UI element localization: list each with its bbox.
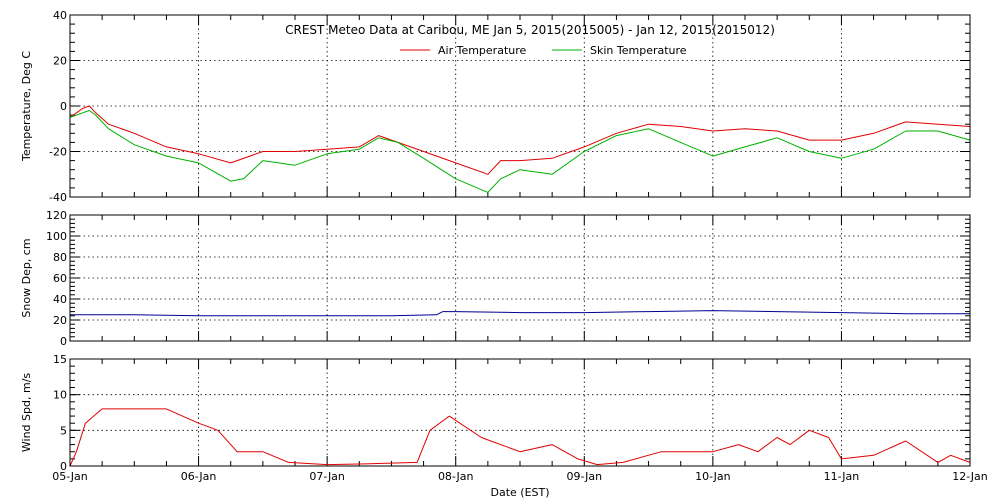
- temperature-deg-c-series-skin-temperature: [69, 110, 971, 193]
- x-tick-label-08-jan: 08-Jan: [438, 470, 474, 483]
- x-tick-label-07-jan: 07-Jan: [309, 470, 345, 483]
- snow-dep-cm-y-tick-label: 20: [53, 314, 67, 327]
- temperature-deg-c-y-tick-label: 0: [60, 100, 67, 113]
- snow-dep-cm-y-tick-label: 80: [53, 251, 67, 264]
- x-axis-label: Date (EST): [490, 486, 549, 499]
- legend: Air Temperature Skin Temperature: [400, 44, 687, 57]
- x-tick-label-05-jan: 05-Jan: [52, 470, 88, 483]
- snow-dep-cm-y-tick-label: 40: [53, 293, 67, 306]
- wind-spd-m-s-y-tick-label: 15: [53, 353, 67, 366]
- temperature-deg-c-panel-frame: [69, 14, 971, 198]
- temperature-deg-c-y-tick-label: 40: [53, 9, 67, 22]
- wind-spd-m-s-series-wind-speed: [69, 408, 971, 467]
- wind-spd-m-s-y-axis-label: Wind Spd, m/s: [20, 373, 33, 453]
- temperature-deg-c-y-tick-label: -20: [49, 146, 67, 159]
- legend-label-air: Air Temperature: [438, 44, 527, 57]
- temperature-deg-c-y-tick-label: -40: [49, 191, 67, 204]
- wind-spd-m-s-panel-frame: [69, 358, 971, 467]
- legend-label-skin: Skin Temperature: [590, 44, 687, 57]
- x-tick-label-10-jan: 10-Jan: [695, 470, 731, 483]
- snow-dep-cm-series-snow-depth: [70, 310, 970, 317]
- snow-dep-cm-y-tick-label: 60: [53, 272, 67, 285]
- x-tick-label-11-jan: 11-Jan: [824, 470, 860, 483]
- snow-dep-cm-panel-frame: [69, 214, 971, 342]
- snow-dep-cm-y-axis-label: Snow Dep, cm: [20, 238, 33, 317]
- x-tick-label-06-jan: 06-Jan: [181, 470, 217, 483]
- x-tick-label-12-jan: 12-Jan: [952, 470, 988, 483]
- snow-dep-cm-y-tick-label: 0: [60, 335, 67, 348]
- wind-spd-m-s-y-tick-label: 10: [53, 389, 67, 402]
- wind-spd-m-s-y-tick-label: 0: [60, 460, 67, 473]
- temperature-deg-c-y-tick-label: 20: [53, 55, 67, 68]
- temperature-deg-c-series-air-temperature: [69, 105, 971, 175]
- wind-spd-m-s-y-tick-label: 5: [60, 424, 67, 437]
- snow-dep-cm-y-tick-label: 100: [46, 230, 67, 243]
- snow-dep-cm-y-tick-label: 120: [46, 209, 67, 222]
- temperature-deg-c-y-axis-label: Temperature, Deg C: [20, 51, 33, 162]
- chart-title: CREST Meteo Data at Caribou, ME Jan 5, 2…: [285, 23, 775, 37]
- x-tick-label-09-jan: 09-Jan: [567, 470, 603, 483]
